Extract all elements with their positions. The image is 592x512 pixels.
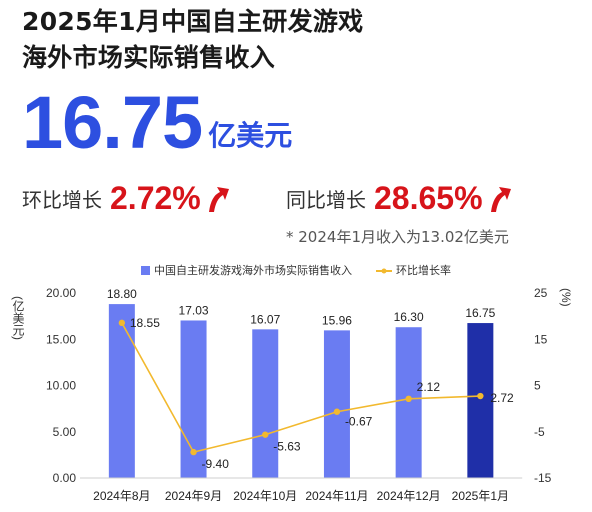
right-tick-label: -5 <box>534 425 545 439</box>
bar-value-label: 16.30 <box>394 310 424 324</box>
line-value-label: 2.72 <box>490 391 514 405</box>
headline-unit: 亿美元 <box>208 119 293 152</box>
line-point <box>118 319 126 327</box>
chart-title-line-2: 海外市场实际销售收入 <box>22 43 276 72</box>
line-point <box>190 448 197 456</box>
bar-value-label: 18.80 <box>107 287 137 301</box>
chart-title-line-1: 2025年1月中国自主研发游戏 <box>22 7 364 36</box>
right-tick-label: 25 <box>534 286 548 300</box>
right-tick-label: 5 <box>534 379 541 393</box>
bar-value-label: 17.03 <box>179 303 209 317</box>
left-axis-label: (亿美元) <box>11 296 25 340</box>
legend-marker-line <box>381 268 387 274</box>
left-tick-label: 15.00 <box>46 332 76 346</box>
right-tick-label: 15 <box>534 332 548 346</box>
x-tick-label: 2024年8月 <box>93 489 150 503</box>
left-tick-label: 0.00 <box>53 471 77 485</box>
left-tick-label: 5.00 <box>53 425 77 439</box>
bar-value-label: 16.75 <box>465 306 495 320</box>
yoy-value: 28.65% <box>374 180 483 216</box>
line-value-label: 18.55 <box>130 316 160 330</box>
headline-figure: 16.75 亿美元 <box>22 86 292 160</box>
combo-chart: 中国自主研发游戏海外市场实际销售收入 环比增长率 (亿美元) (%) 0.00 5.00 1… <box>11 263 573 503</box>
bar <box>323 330 350 478</box>
x-tick-label: 2024年11月 <box>305 489 368 503</box>
up-arrow-icon <box>208 186 229 212</box>
x-tick-label: 2024年10月 <box>233 489 297 503</box>
x-tick-label: 2024年9月 <box>165 489 222 503</box>
bar-value-label: 15.96 <box>322 313 352 327</box>
left-tick-label: 20.00 <box>46 286 76 300</box>
line-value-label: -0.67 <box>345 415 373 429</box>
up-arrow-icon <box>490 186 511 212</box>
right-tick-label: -15 <box>534 471 552 485</box>
bar <box>395 327 422 478</box>
mom-value: 2.72% <box>110 180 201 216</box>
x-tick-label: 2024年12月 <box>377 489 441 503</box>
line-point <box>262 431 269 438</box>
line-point <box>333 408 341 415</box>
chart-title: 2025年1月中国自主研发游戏 海外市场实际销售收入 <box>22 4 363 76</box>
bar <box>252 329 279 478</box>
bar <box>108 304 135 478</box>
legend-swatch-bar <box>141 266 150 275</box>
x-tick-label: 2025年1月 <box>452 489 509 503</box>
right-axis-label: (%) <box>559 288 573 307</box>
mom-label: 环比增长 <box>22 188 102 212</box>
footnote: * 2024年1月收入为13.02亿美元 <box>286 228 509 246</box>
mom-growth: 环比增长 2.72% <box>22 180 231 217</box>
series-line-mom <box>121 322 481 454</box>
line-value-label: -9.40 <box>202 457 230 471</box>
bar <box>467 323 494 478</box>
line-value-label: 2.12 <box>417 380 441 394</box>
line-point <box>477 392 484 400</box>
headline-value: 16.75 <box>22 81 203 164</box>
legend-label-bar: 中国自主研发游戏海外市场实际销售收入 <box>154 263 352 277</box>
yoy-growth: 同比增长 28.65% <box>286 180 513 217</box>
line-value-label: -5.63 <box>273 440 301 454</box>
legend-label-line: 环比增长率 <box>396 263 451 277</box>
bar-value-label: 16.07 <box>250 312 280 326</box>
yoy-label: 同比增长 <box>286 188 366 212</box>
left-tick-label: 10.00 <box>46 379 76 393</box>
line-point <box>405 395 412 403</box>
